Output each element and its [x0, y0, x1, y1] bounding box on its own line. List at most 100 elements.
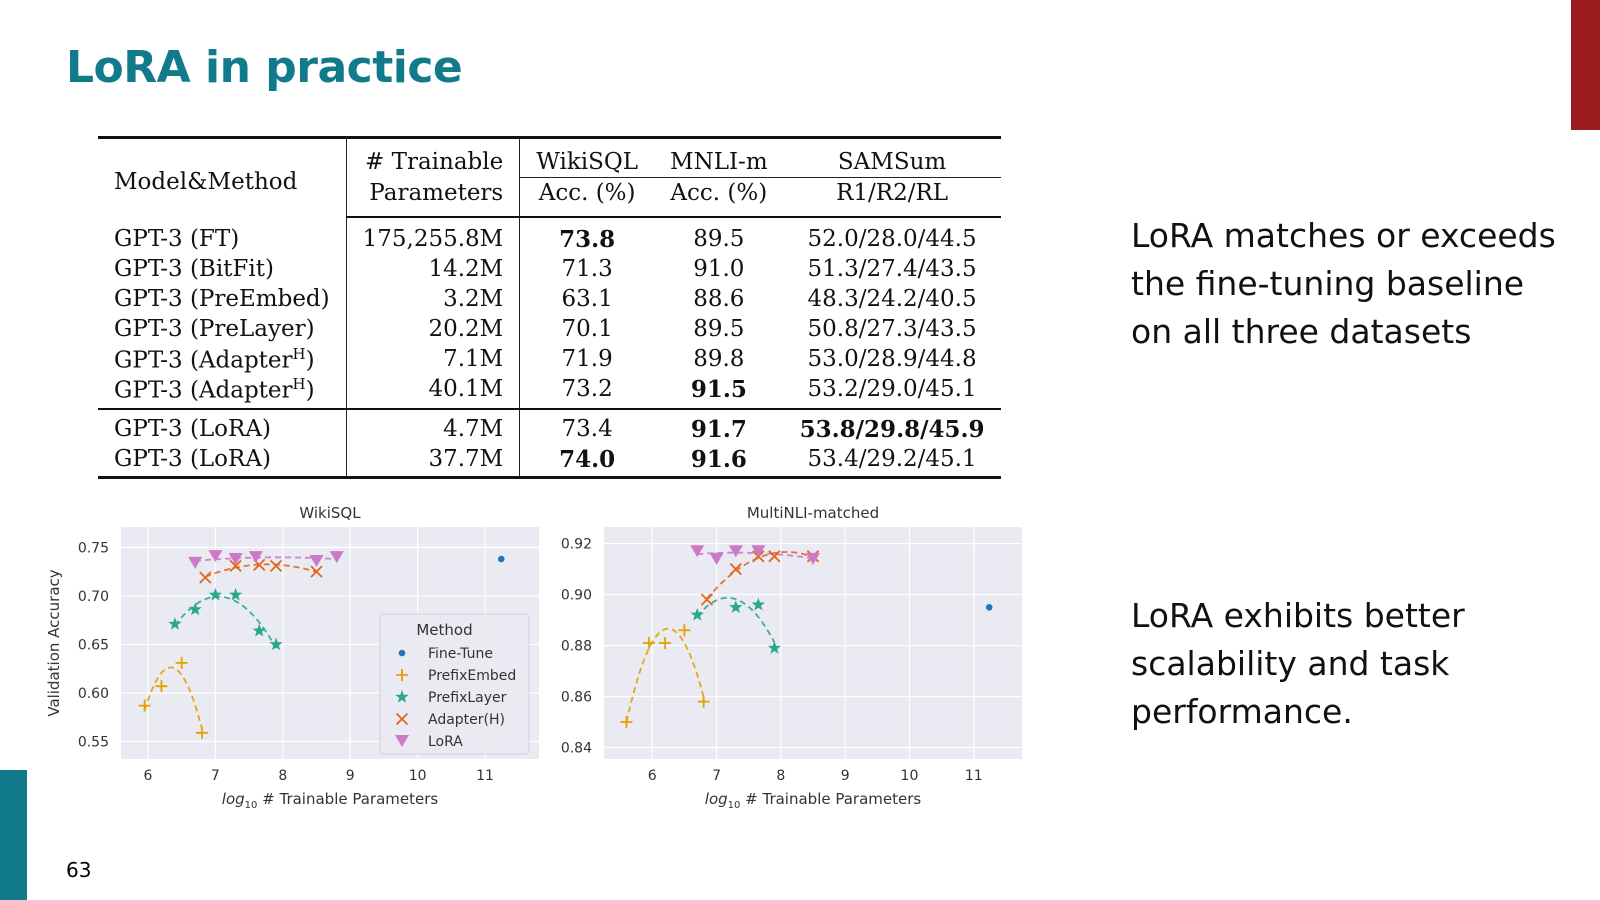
- cell-model-name: GPT-3 (PreLayer): [114, 316, 315, 342]
- x-tick-label: 11: [965, 768, 983, 784]
- legend: Method Fine-Tune PrefixEmbed PrefixLayer Ada…: [379, 613, 530, 755]
- cell-params: 4.7M: [346, 408, 521, 444]
- data-point-prefixembed: [643, 637, 656, 649]
- x-axis-label-subscript: 10: [245, 800, 258, 811]
- cell-params: 175,255.8M: [346, 217, 521, 254]
- cell-wikisql: 71.3: [561, 256, 613, 282]
- cell-model: GPT-3 (PreEmbed): [98, 284, 347, 314]
- cell-model: GPT-3 (FT): [98, 217, 347, 254]
- cell-samsum: 53.8/29.8/45.9: [783, 408, 1001, 444]
- data-point-prefixlayer: [767, 641, 782, 654]
- data-point-adapter-h: [199, 571, 212, 584]
- results-table: Model&Method # Trainable WikiSQL MNLI-m …: [98, 136, 1001, 479]
- legend-label: Fine-Tune: [428, 646, 493, 662]
- slide-title: LoRA in practice: [66, 42, 463, 93]
- charts-area: 6 7 8 9 10 110.550.600.650.700.75WikiSQLlog10…: [45, 505, 1022, 811]
- cell-model-superscript: H: [292, 374, 306, 393]
- legend-marker: [396, 669, 408, 681]
- header-wikisql: WikiSQL: [519, 136, 655, 178]
- page-number: 63: [66, 858, 92, 882]
- cell-model-name: GPT-3 (LoRA): [114, 446, 271, 472]
- table-row: GPT-3 (BitFit) 14.2M 71.3 91.0 51.3/27.4/43.…: [98, 254, 1001, 284]
- cell-samsum: 50.8/27.3/43.5: [807, 316, 977, 342]
- cell-model: GPT-3 (BitFit): [98, 254, 347, 284]
- table-row: GPT-3 (PreLayer) 20.2M 70.1 89.5 50.8/27.3/4…: [98, 314, 1001, 344]
- legend-label: LoRA: [428, 734, 463, 750]
- bullet-lora-scalability: LoRA exhibits better scalability and tas…: [1131, 596, 1465, 731]
- header-samsum-sub: R1/R2/RL: [783, 177, 1001, 218]
- y-axis-label: Validation Accuracy: [45, 569, 63, 716]
- cell-wikisql: 71.9: [561, 346, 613, 372]
- y-tick-label: 0.86: [561, 690, 592, 706]
- data-point-prefixembed: [195, 726, 208, 739]
- cell-model: GPT-3 (PreLayer): [98, 314, 347, 344]
- data-point-lora: [208, 550, 223, 563]
- x-tick-label: 8: [776, 768, 785, 784]
- cell-model-name: GPT-3 (BitFit): [114, 256, 274, 282]
- legend-marker: [398, 649, 406, 657]
- cell-params: 7.1M: [346, 344, 521, 374]
- cell-samsum: 48.3/24.2/40.5: [807, 286, 977, 312]
- data-point-lora: [751, 545, 766, 558]
- cell-model: GPT-3 (LoRA): [98, 444, 347, 479]
- cell-model-paren: ): [305, 347, 315, 374]
- cell-model: GPT-3 (AdapterH): [98, 344, 347, 374]
- cell-model-name: GPT-3 (LoRA): [114, 416, 271, 442]
- data-point-lora: [806, 552, 820, 565]
- data-point-prefixembed: [697, 695, 710, 708]
- cell-params: 40.1M: [346, 374, 521, 409]
- data-point-lora: [728, 545, 743, 558]
- cell-wikisql: 70.1: [561, 316, 613, 342]
- x-axis-label-log: log: [705, 790, 728, 808]
- cell-samsum: 53.0/28.9/44.8: [807, 346, 977, 372]
- data-point-prefixembed: [678, 624, 691, 637]
- table-row: GPT-3 (LoRA) 37.7M 74.0 91.6 53.4/29.2/45.1: [98, 444, 1001, 479]
- data-point-prefixlayer: [751, 597, 765, 611]
- legend-box: [379, 613, 530, 755]
- data-point-prefixlayer: [188, 602, 202, 616]
- y-tick-label: 0.88: [561, 639, 592, 655]
- trend-line-lora: [195, 556, 337, 562]
- legend-label: PrefixEmbed: [428, 668, 516, 684]
- data-point-adapter-h: [229, 559, 242, 572]
- accent-bar-top: [1571, 0, 1600, 130]
- x-axis-label-log: log: [222, 790, 245, 808]
- cell-model: GPT-3 (AdapterH): [98, 374, 347, 409]
- cell-params: 37.7M: [346, 444, 521, 479]
- data-point-prefixembed: [175, 656, 188, 669]
- header-mnli: MNLI-m: [654, 136, 784, 178]
- chart-0: 6 7 8 9 10 110.550.600.650.700.75WikiSQLlog10…: [45, 505, 539, 811]
- data-point-lora: [248, 551, 263, 564]
- cell-model: GPT-3 (LoRA): [98, 408, 347, 444]
- legend-title: Method: [416, 621, 472, 639]
- cell-mnli: 91.0: [693, 256, 745, 282]
- table-baseline-rows: GPT-3 (FT) 175,255.8M 73.8 89.5 52.0/28.0/44…: [98, 217, 1001, 409]
- cell-model-superscript: H: [292, 344, 306, 363]
- legend-label: Adapter(H): [428, 712, 505, 728]
- y-tick-label: 0.84: [561, 741, 592, 757]
- x-axis-label: log10 # Trainable Parameters: [222, 790, 439, 811]
- cell-wikisql: 73.8: [559, 225, 616, 253]
- data-point-prefixlayer: [208, 587, 222, 601]
- chart-title: MultiNLI-matched: [747, 505, 879, 522]
- y-tick-label: 0.92: [561, 537, 592, 553]
- x-tick-label: 7: [712, 768, 721, 784]
- data-point-prefixlayer: [252, 623, 266, 637]
- data-point-prefixlayer: [229, 587, 243, 601]
- x-axis-label-text: # Trainable Parameters: [257, 790, 438, 808]
- cell-mnli: 91.6: [654, 444, 784, 479]
- cell-mnli: 89.5: [693, 316, 745, 342]
- cell-params: 14.2M: [346, 254, 521, 284]
- cell-params: 3.2M: [346, 284, 521, 314]
- table-row: GPT-3 (LoRA) 4.7M 73.4 91.7 53.8/29.8/45.9: [98, 408, 1001, 444]
- data-point-prefixembed: [620, 716, 633, 729]
- x-tick-label: 8: [278, 768, 287, 784]
- data-point-lora: [309, 554, 324, 567]
- cell-mnli: 89.5: [693, 226, 745, 252]
- bullet-lora-matches: LoRA matches or exceeds the fine-tuning …: [1131, 216, 1556, 351]
- data-point-prefixlayer: [729, 600, 743, 613]
- x-tick-label: 10: [901, 768, 919, 784]
- legend-marker: [395, 690, 409, 703]
- chart-1: 6 7 8 9 10 11 0.84 0.86 0.88 0.90 0.92 MultiNLI-mat…: [561, 505, 1022, 811]
- table-row: GPT-3 (AdapterH) 7.1M 71.9 89.8 53.0/28.9/44…: [98, 344, 1001, 374]
